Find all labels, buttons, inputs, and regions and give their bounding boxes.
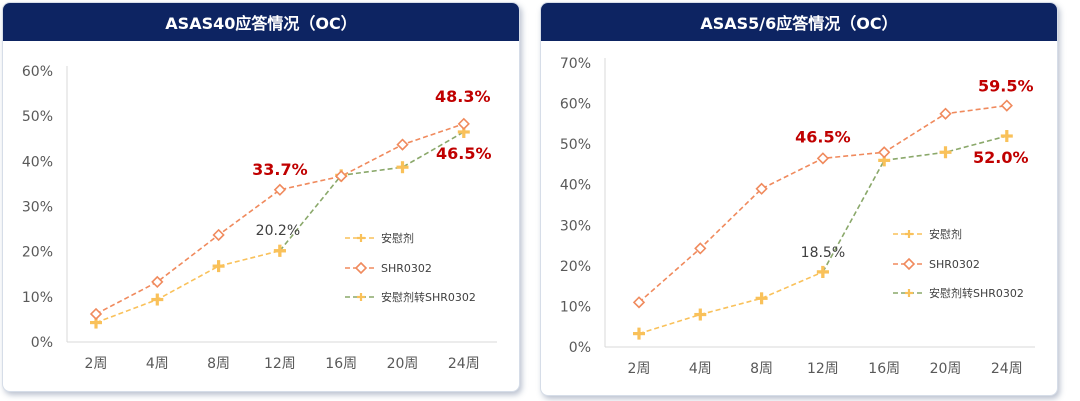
legend-label: 安慰剂 [929,227,962,241]
data-point-1 [273,183,287,196]
x-tick-label: 4周 [689,361,712,377]
y-tick-label: 60% [22,64,53,80]
legend-entry: 安慰剂转SHR0302 [893,286,1024,300]
data-point-0 [633,327,645,340]
data-point-1 [89,307,103,321]
y-tick-label: 30% [22,200,53,216]
data-point-0 [816,265,829,278]
y-tick-label: 20% [22,245,53,261]
data-point-2 [1000,130,1013,143]
series-line-2 [822,135,1008,273]
x-tick-label: 2周 [85,356,108,372]
data-point-1 [878,146,891,159]
series-line-0 [95,249,281,324]
legend-entry: SHR0302 [893,257,980,271]
data-point-1 [212,228,225,242]
series-line-0 [638,271,824,335]
data-point-0 [694,308,707,321]
data-point-1 [755,182,768,195]
data-point-1 [457,117,470,130]
data-label: 18.5% [801,245,845,261]
legend-entry: 安慰剂 [345,231,414,245]
data-point-0 [212,260,225,273]
legend-entry: SHR0302 [345,261,432,275]
asas56-line-chart: 0% 10% 20% 30% 40% 50% 60% 70% 2周 4周 8周 12周 16周 20周 24… [560,56,1035,377]
y-tick-label: 0% [31,335,53,351]
x-tick-label: 8周 [207,356,230,372]
data-point-1 [335,170,348,183]
data-point-1 [1000,99,1013,112]
series-line-2 [279,131,465,252]
data-point-1 [151,275,164,289]
chart-title: ASAS5/6应答情况（OC） [541,3,1057,41]
data-point-1 [396,138,409,151]
y-tick-label: 0% [569,340,591,356]
x-tick-label: 2周 [628,361,651,377]
x-tick-label: 4周 [146,356,169,372]
legend-label: 安慰剂转SHR0302 [381,290,476,304]
y-tick-label: 60% [560,97,591,113]
y-tick-label: 50% [560,137,591,153]
x-tick-label: 16周 [868,361,900,377]
x-tick-label: 20周 [387,356,419,372]
x-tick-label: 16周 [325,356,357,372]
x-tick-label: 12周 [264,356,296,372]
y-tick-label: 10% [560,299,591,315]
asas40-chart-panel: ASAS40应答情况（OC） 0% 10% 20% 30% 40% 50% 60% 2周 4周 8… [2,2,520,392]
data-point-0 [755,292,768,305]
legend-label: 安慰剂转SHR0302 [929,286,1024,300]
legend-label: 安慰剂 [381,231,414,245]
legend-marker [357,293,365,301]
y-tick-label: 40% [22,154,53,170]
data-point-1 [694,242,707,255]
chart-title: ASAS40应答情况（OC） [3,3,519,41]
x-tick-label: 8周 [750,361,773,377]
data-point-1 [939,107,952,120]
data-point-1 [632,296,646,309]
x-tick-label: 24周 [448,356,480,372]
y-tick-label: 50% [22,109,53,125]
legend-entry: 安慰剂转SHR0302 [345,290,476,304]
data-label: 52.0% [973,148,1029,167]
x-tick-label: 24周 [991,361,1023,377]
asas56-chart-panel: ASAS5/6应答情况（OC） 0% 10% 20% 30% 40% 50% 60% 70% 2… [540,2,1058,396]
legend-entry: 安慰剂 [893,227,962,241]
data-label: 48.3% [435,87,491,106]
x-tick-label: 20周 [930,361,962,377]
x-tick-label: 12周 [807,361,839,377]
data-point-0 [151,293,164,306]
data-point-2 [396,161,409,174]
legend-marker [902,257,916,271]
data-label: 59.5% [978,77,1034,96]
legend-label: SHR0302 [381,262,432,275]
asas40-line-chart: 0% 10% 20% 30% 40% 50% 60% 2周 4周 8周 12周 16周 20周 24周 33… [22,64,497,372]
series-line-1 [95,123,465,315]
y-tick-label: 70% [560,56,591,72]
y-tick-label: 10% [22,290,53,306]
legend-marker [354,261,368,275]
data-label: 33.7% [252,160,308,179]
y-tick-label: 30% [560,218,591,234]
data-point-1 [816,152,830,165]
data-label: 46.5% [795,127,851,146]
y-tick-label: 40% [560,178,591,194]
legend-label: SHR0302 [929,258,980,271]
data-point-0 [273,244,286,257]
legend-marker [905,230,913,238]
data-label: 20.2% [256,223,300,239]
legend-marker [905,289,913,297]
y-tick-label: 20% [560,259,591,275]
data-label: 46.5% [436,144,492,163]
legend-marker [357,234,365,242]
data-point-2 [939,146,952,159]
